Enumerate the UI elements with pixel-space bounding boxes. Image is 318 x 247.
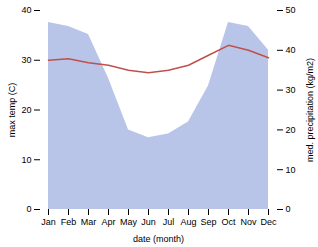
svg-text:10: 10 <box>286 165 296 175</box>
svg-text:Sep: Sep <box>200 217 216 227</box>
svg-text:0: 0 <box>26 204 31 214</box>
svg-text:May: May <box>120 217 138 227</box>
svg-text:20: 20 <box>21 105 31 115</box>
svg-text:Apr: Apr <box>101 217 115 227</box>
svg-text:30: 30 <box>286 85 296 95</box>
svg-text:Jul: Jul <box>163 217 175 227</box>
svg-text:10: 10 <box>21 155 31 165</box>
svg-text:0: 0 <box>286 204 291 214</box>
svg-text:Mar: Mar <box>81 217 97 227</box>
svg-text:30: 30 <box>21 55 31 65</box>
svg-text:Jan: Jan <box>41 217 56 227</box>
svg-text:max temp (C): max temp (C) <box>7 83 17 138</box>
svg-text:Aug: Aug <box>180 217 196 227</box>
svg-text:Jun: Jun <box>141 217 156 227</box>
svg-text:Nov: Nov <box>240 217 257 227</box>
svg-text:40: 40 <box>286 45 296 55</box>
svg-text:20: 20 <box>286 125 296 135</box>
svg-text:date (month): date (month) <box>133 234 184 244</box>
svg-text:med. precipitation (kg/m2): med. precipitation (kg/m2) <box>305 58 315 162</box>
svg-text:50: 50 <box>286 5 296 15</box>
svg-text:Feb: Feb <box>61 217 77 227</box>
svg-text:40: 40 <box>21 5 31 15</box>
svg-text:Dec: Dec <box>260 217 277 227</box>
svg-text:Oct: Oct <box>221 217 236 227</box>
